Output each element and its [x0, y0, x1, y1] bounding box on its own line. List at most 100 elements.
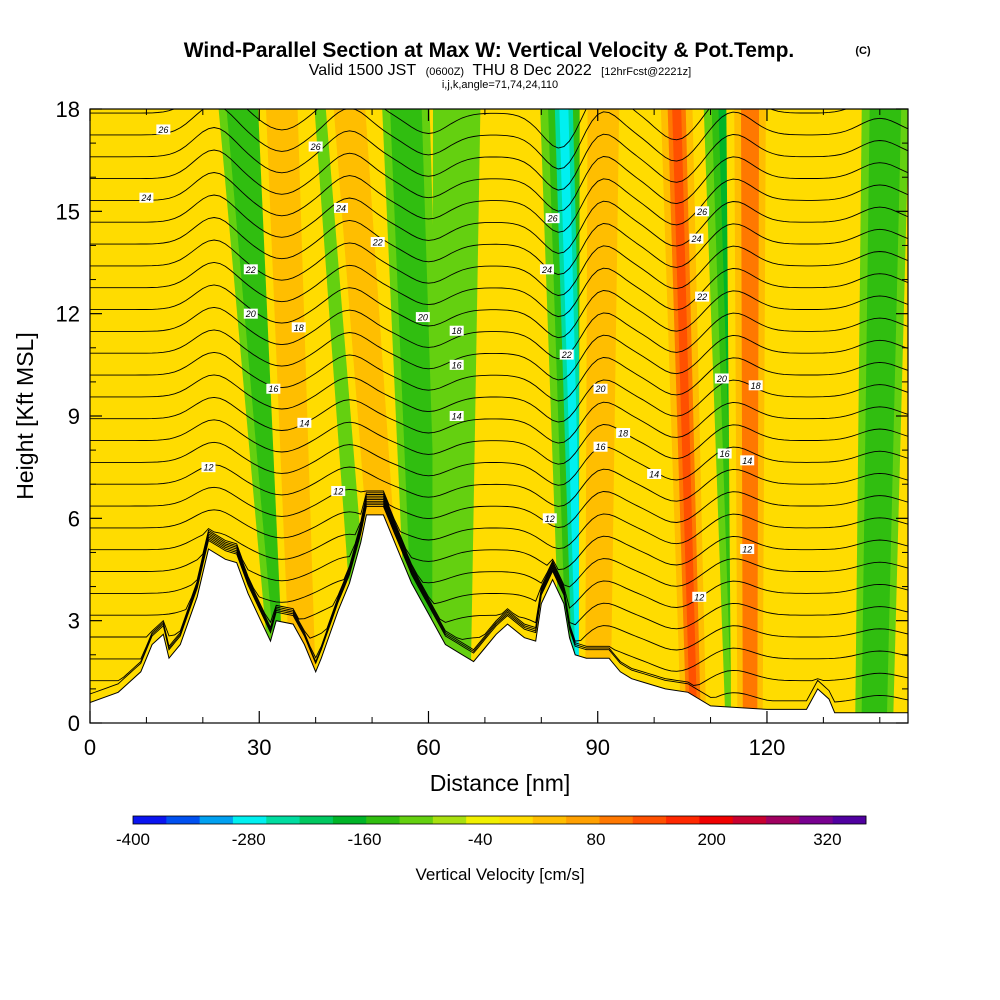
y-tick-label-3: 3: [68, 609, 80, 634]
colorbar-swatch-14: [599, 816, 634, 824]
colorbar-tick-label-2: -160: [347, 830, 381, 849]
isentrope-label-3: 24: [335, 203, 346, 213]
y-tick-label-9: 9: [68, 404, 80, 429]
colorbar-tick-label-6: 320: [813, 830, 841, 849]
isentrope-label-box-4: [370, 237, 385, 248]
velocity-band-1-mid: [266, 109, 318, 723]
isentrope-line-8: [90, 492, 908, 550]
isentrope-label-2: 26: [310, 142, 321, 152]
isentrope-line-9: [90, 486, 908, 528]
isentrope-line-7: [90, 494, 908, 571]
isentrope-line-4: [90, 499, 908, 630]
isentrope-line-22: [90, 194, 908, 254]
velocity-band-11-mid: [861, 109, 902, 723]
isentrope-label-box-20: [616, 428, 631, 439]
isentrope-label-9: 14: [299, 418, 309, 428]
colorbar-tick-label-5: 200: [697, 830, 725, 849]
colorbar-frame: [132, 815, 867, 825]
isentrope-label-box-1: [139, 192, 154, 203]
colorbar-tick-label-4: 80: [586, 830, 605, 849]
isentrope-label-8: 16: [268, 384, 278, 394]
isentrope-line-5: [90, 497, 908, 609]
isentrope-label-4: 22: [372, 238, 383, 248]
isentrope-label-box-27: [714, 373, 729, 384]
isentrope-label-box-25: [689, 233, 704, 244]
isentrope-label-6: 20: [245, 309, 256, 319]
isentrope-line-17: [90, 306, 908, 360]
isentrope-label-21: 16: [596, 442, 606, 452]
grid-indices: i,j,k,angle=71,74,24,110: [442, 79, 558, 91]
valid-utc: (0600Z): [426, 66, 465, 78]
colorbar-tick-label-3: -40: [468, 830, 493, 849]
colorbar-swatch-15: [632, 816, 667, 824]
colorbar-swatch-2: [199, 816, 234, 824]
isentrope-line-23: [90, 172, 908, 233]
isentrope-label-box-19: [593, 383, 608, 394]
velocity-band-10-core: [741, 109, 760, 723]
colorbar-swatch-20: [799, 816, 834, 824]
velocity-band-7-mid: [585, 109, 620, 723]
x-tick-label-0: 0: [84, 735, 96, 760]
colorbar-label: Vertical Velocity [cm/s]: [415, 865, 584, 884]
isentrope-lines: [90, 109, 908, 703]
isentrope-label-box-8: [266, 383, 281, 394]
x-axis: 0 30 60 90 120: [84, 109, 881, 760]
isentrope-label-box-6: [243, 308, 258, 319]
isentrope-label-12: 20: [417, 313, 428, 323]
x-tick-label-30: 30: [247, 735, 271, 760]
isentrope-label-box-11: [331, 486, 346, 497]
colorbar-swatch-12: [532, 816, 567, 824]
isentrope-line-25: [90, 127, 908, 191]
isentrope-label-26: 22: [696, 292, 707, 302]
y-axis-label: Height [Kft MSL]: [12, 332, 38, 499]
colorbar-swatch-4: [266, 816, 300, 824]
isentrope-label-box-21: [593, 441, 608, 452]
isentrope-label-box-22: [647, 468, 662, 479]
terrain: [90, 514, 908, 723]
isentrope-label-13: 18: [452, 326, 462, 336]
isentrope-label-25: 24: [690, 234, 701, 244]
isentrope-line-18: [90, 284, 908, 339]
isentrope-label-15: 14: [452, 412, 462, 422]
colorbar: -400 -280 -160 -40 80 200 320: [116, 815, 867, 849]
isentrope-label-14: 16: [452, 360, 462, 370]
isentrope-label-5: 22: [245, 265, 256, 275]
colorbar-swatch-21: [832, 816, 867, 824]
colorbar-tick-label-1: -280: [232, 830, 266, 849]
x-tick-label-90: 90: [585, 735, 609, 760]
isentrope-label-18: 22: [561, 350, 572, 360]
colorbar-swatch-0: [133, 816, 167, 824]
y-tick-label-18: 18: [56, 97, 80, 122]
isentrope-labels: 26 24 26 24 22 22 20 18 16 14 12 12 20 18 16 14 26 24 22 20…: [139, 124, 763, 602]
isentrope-line-16: [90, 329, 908, 381]
isentrope-line-14: [90, 374, 908, 423]
isentrope-label-box-24: [695, 206, 710, 217]
isentrope-line-0: [90, 505, 908, 703]
isentrope-label-box-15: [449, 411, 464, 421]
isentrope-label-box-29: [717, 448, 732, 459]
isentrope-line-12: [90, 419, 908, 465]
isentrope-label-29: 16: [720, 449, 730, 459]
isentrope-label-box-12: [415, 312, 430, 323]
isentrope-label-23: 12: [545, 514, 555, 524]
isentrope-label-7: 18: [294, 323, 304, 333]
isentrope-label-1: 24: [140, 193, 151, 203]
colorbar-swatch-13: [566, 816, 600, 824]
colorbar-swatch-16: [666, 816, 700, 824]
isentrope-label-box-14: [449, 359, 464, 370]
colorbar-swatch-17: [699, 816, 734, 824]
isentrope-line-1: [90, 504, 908, 686]
isentrope-line-13: [90, 396, 908, 444]
isentrope-line-15: [90, 351, 908, 402]
isentrope-label-box-31: [740, 544, 755, 555]
chart-subtitle: Valid 1500 JST (0600Z) THU 8 Dec 2022 [1…: [309, 62, 691, 79]
colorbar-swatch-10: [466, 816, 500, 824]
isentrope-label-box-0: [156, 124, 171, 135]
colorbar-swatch-7: [366, 816, 400, 824]
velocity-band-8-peak: [672, 109, 698, 723]
isentrope-line-19: [90, 261, 908, 318]
y-tick-label-12: 12: [56, 302, 80, 327]
isentrope-label-box-28: [748, 380, 763, 391]
isentrope-label-box-26: [695, 291, 710, 302]
